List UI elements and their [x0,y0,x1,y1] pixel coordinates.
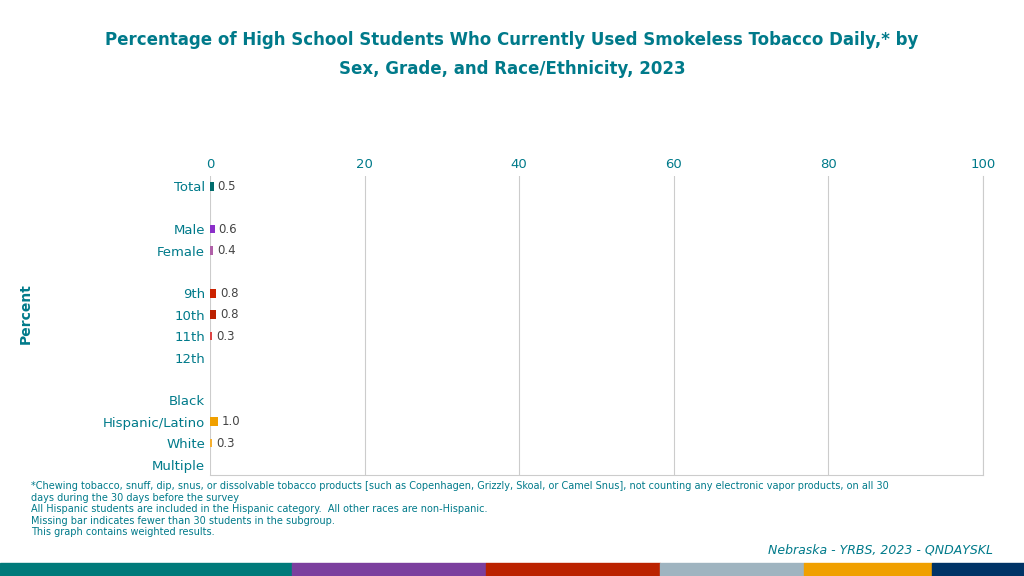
Bar [210,289,216,298]
Text: 0.8: 0.8 [220,308,239,321]
Text: Nebraska - YRBS, 2023 - QNDAYSKL: Nebraska - YRBS, 2023 - QNDAYSKL [768,544,993,556]
Bar [210,439,212,448]
Text: 0.6: 0.6 [218,223,237,236]
Bar [210,225,215,233]
Text: Sex, Grade, and Race/Ethnicity, 2023: Sex, Grade, and Race/Ethnicity, 2023 [339,60,685,78]
Text: 0.8: 0.8 [220,287,239,300]
Bar [292,563,486,576]
Bar [932,563,1024,576]
Text: 0.5: 0.5 [218,180,237,193]
Text: 0.3: 0.3 [216,437,234,450]
Bar [804,563,932,576]
Bar [210,332,212,340]
Text: *Chewing tobacco, snuff, dip, snus, or dissolvable tobacco products [such as Cop: *Chewing tobacco, snuff, dip, snus, or d… [31,481,889,537]
Text: 0.4: 0.4 [217,244,236,257]
Text: Percentage of High School Students Who Currently Used Smokeless Tobacco Daily,* : Percentage of High School Students Who C… [105,31,919,50]
Bar [0,563,292,576]
Text: Percent: Percent [18,283,33,344]
Bar [210,182,214,191]
Bar [486,563,660,576]
Bar [210,310,216,319]
Bar [210,247,213,255]
Bar [210,418,218,426]
Bar [660,563,804,576]
Text: 1.0: 1.0 [221,415,241,428]
Text: 0.3: 0.3 [216,329,234,343]
